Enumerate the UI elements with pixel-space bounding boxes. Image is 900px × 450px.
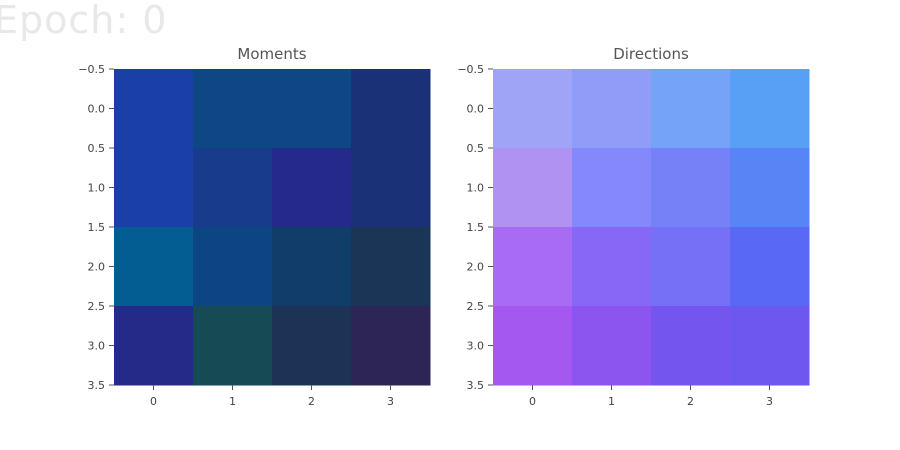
y-tick-label: 1.5 xyxy=(467,221,485,234)
y-tick-label: −0.5 xyxy=(78,63,105,76)
panel-title: Moments xyxy=(237,45,306,63)
x-tick-label: 1 xyxy=(229,395,236,408)
heatmap-cell xyxy=(572,148,652,228)
heatmap-cell xyxy=(730,227,810,307)
heatmap-cell xyxy=(272,227,352,307)
y-tick-label: 1.5 xyxy=(88,221,106,234)
y-tick-label: −0.5 xyxy=(457,63,484,76)
heatmap-cell xyxy=(193,69,273,149)
x-tick-label: 2 xyxy=(308,395,315,408)
heatmap-cell xyxy=(351,306,431,386)
panel-title: Directions xyxy=(613,45,689,63)
y-tick-label: 2.5 xyxy=(88,300,106,313)
heatmap-cell xyxy=(114,148,194,228)
figure-suptitle: Epoch: 0 xyxy=(0,0,168,42)
heatmap-cell xyxy=(730,69,810,149)
heatmap-cell xyxy=(730,306,810,386)
y-tick-label: 3.5 xyxy=(467,379,485,392)
heatmap-cell xyxy=(272,69,352,149)
heatmap-panel-directions: Directions −0.5 0.0 0.5 1.0 1.5 2.0 2.5 3.0 3.5 0 1… xyxy=(457,45,810,408)
heatmap-cell xyxy=(651,227,731,307)
heatmap-cell xyxy=(114,227,194,307)
y-tick-label: 1.0 xyxy=(88,182,106,195)
y-tick-label: 1.0 xyxy=(467,182,485,195)
x-tick-label: 3 xyxy=(387,395,394,408)
y-tick-label: 3.0 xyxy=(467,340,485,353)
y-tick-label: 0.0 xyxy=(88,103,106,116)
x-tick-label: 0 xyxy=(529,395,536,408)
heatmap-cell xyxy=(351,148,431,228)
x-tick-label: 0 xyxy=(150,395,157,408)
heatmap-cell xyxy=(651,69,731,149)
heatmap-cell xyxy=(493,306,573,386)
heatmap-cell xyxy=(572,69,652,149)
heatmap-cell xyxy=(572,227,652,307)
heatmap-cell xyxy=(730,148,810,228)
y-tick-label: 2.0 xyxy=(467,261,485,274)
heatmap-cell xyxy=(651,148,731,228)
heatmap-panel-moments: Moments −0.5 0.0 0.5 1.0 1.5 2.0 2.5 3.0 3.5 0 1 2 3 xyxy=(78,45,431,408)
heatmap-cell xyxy=(351,227,431,307)
x-tick-label: 1 xyxy=(608,395,615,408)
heatmap-cell xyxy=(493,148,573,228)
heatmap-cell xyxy=(351,69,431,149)
heatmap-cell xyxy=(193,306,273,386)
heatmap-cell xyxy=(493,69,573,149)
y-tick-label: 0.5 xyxy=(467,142,485,155)
y-tick-label: 0.5 xyxy=(88,142,106,155)
heatmap-cell xyxy=(193,227,273,307)
heatmap-cell xyxy=(572,306,652,386)
heatmap-cell xyxy=(651,306,731,386)
heatmap-cell xyxy=(114,69,194,149)
x-tick-label: 2 xyxy=(687,395,694,408)
heatmap-cell xyxy=(193,148,273,228)
y-tick-label: 3.5 xyxy=(88,379,106,392)
y-tick-label: 3.0 xyxy=(88,340,106,353)
heatmap-cell xyxy=(272,148,352,228)
y-tick-label: 2.0 xyxy=(88,261,106,274)
heatmap-cell xyxy=(272,306,352,386)
y-tick-label: 0.0 xyxy=(467,103,485,116)
x-tick-label: 3 xyxy=(766,395,773,408)
y-tick-label: 2.5 xyxy=(467,300,485,313)
heatmap-cell xyxy=(114,306,194,386)
heatmap-cell xyxy=(493,227,573,307)
